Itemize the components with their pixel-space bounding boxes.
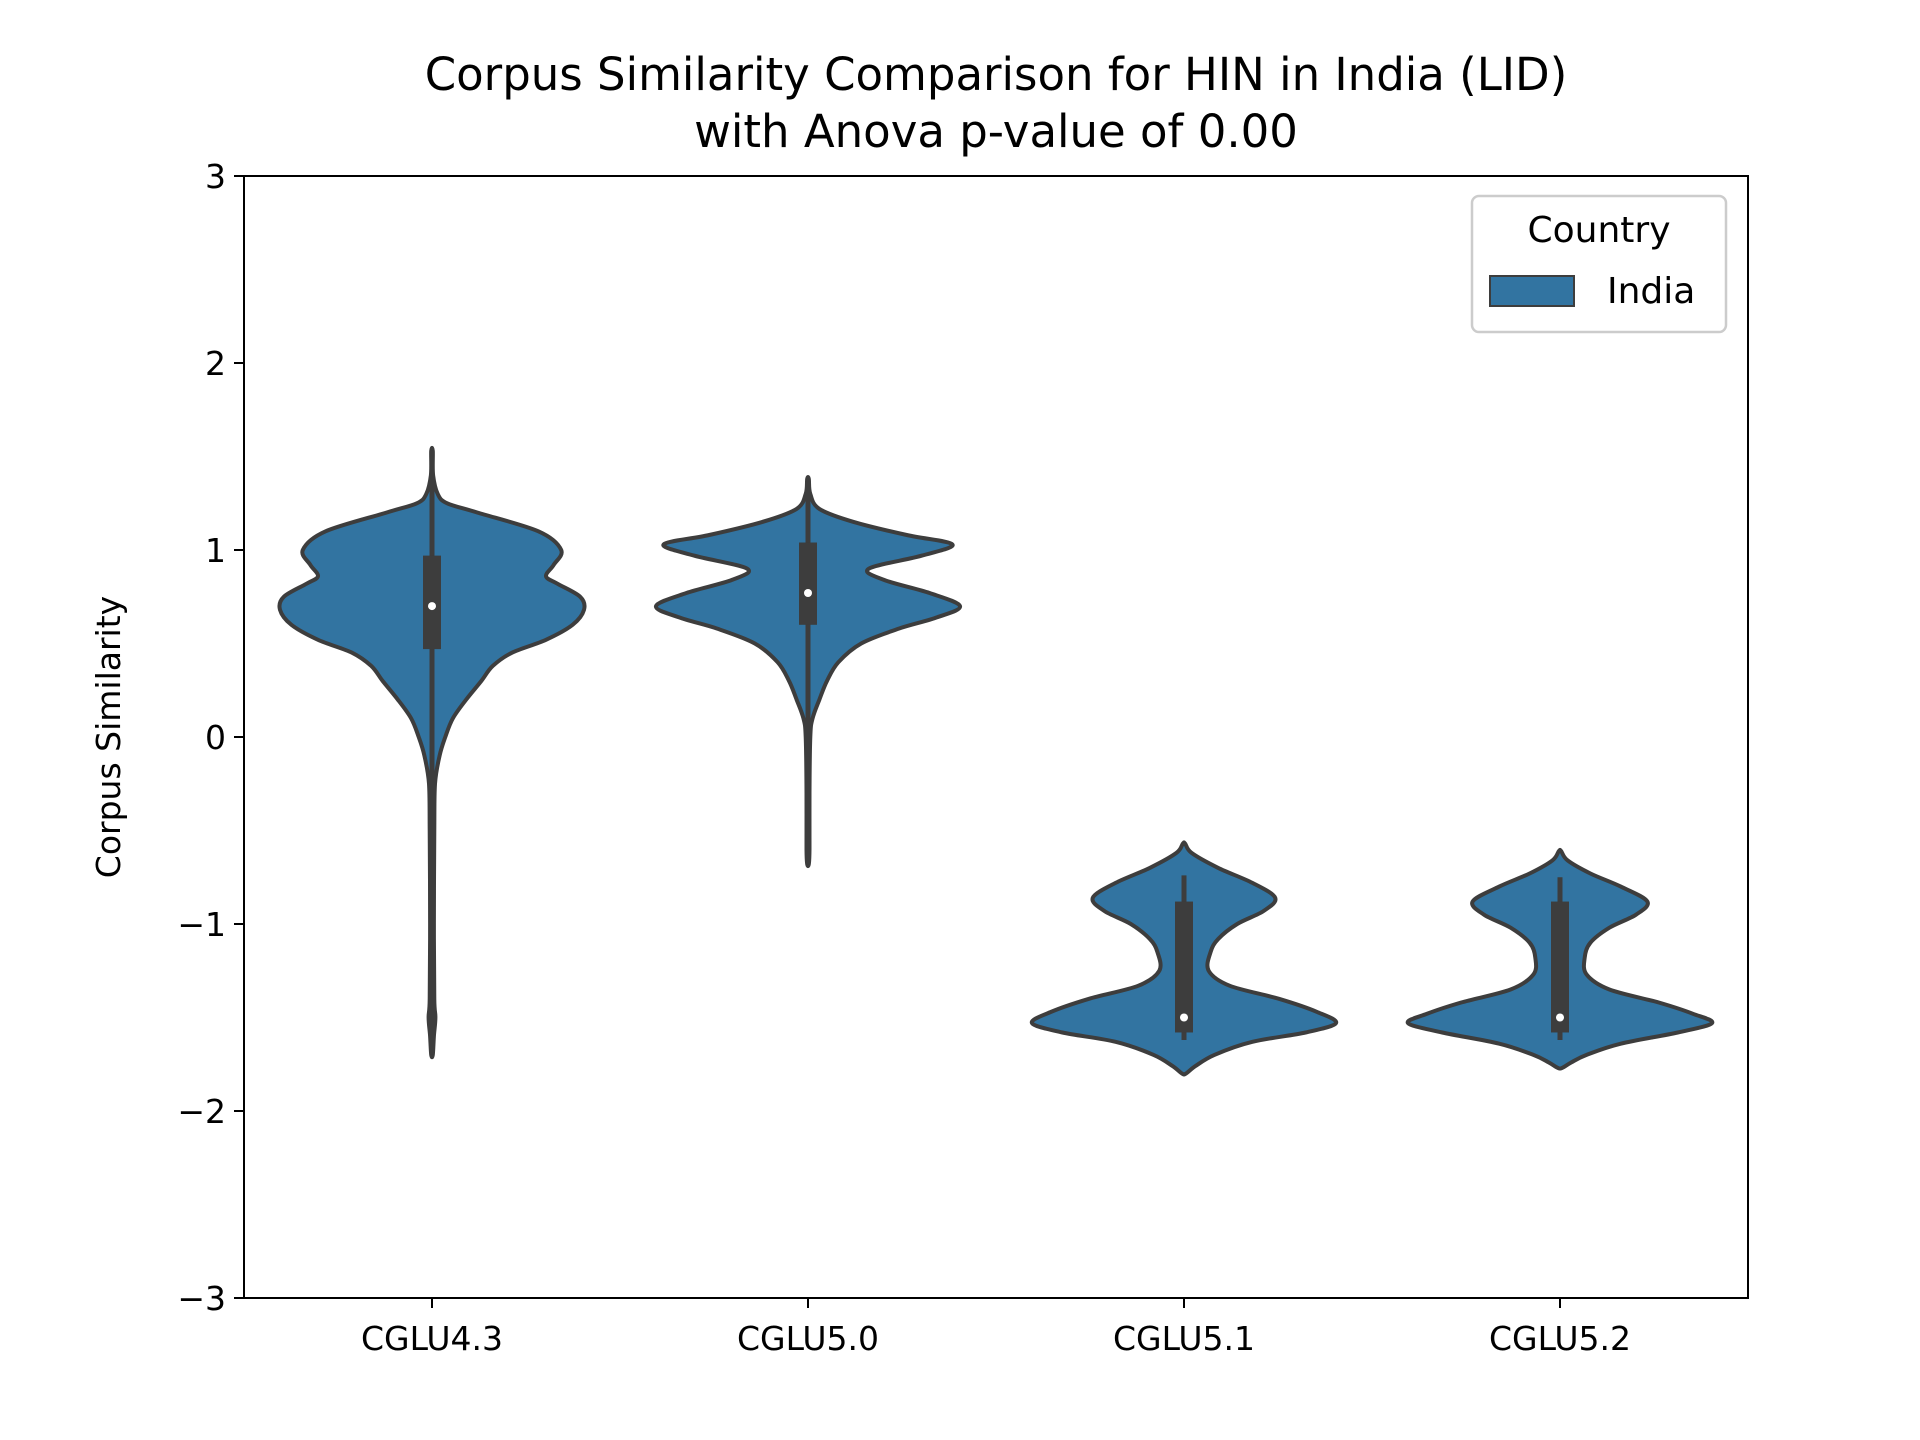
legend-swatch-india bbox=[1489, 275, 1575, 307]
x-tick-label: CGLU5.0 bbox=[737, 1319, 879, 1358]
violin-iqr-box-CGLU5.0 bbox=[799, 542, 817, 625]
y-tick-label: 0 bbox=[205, 718, 226, 757]
violin-median-CGLU4.3 bbox=[428, 602, 436, 611]
chart-title-line-1: Corpus Similarity Comparison for HIN in … bbox=[425, 48, 1568, 101]
legend: Country India bbox=[1470, 194, 1728, 334]
plot-frame bbox=[243, 175, 1749, 1299]
y-tick-label: −1 bbox=[177, 905, 226, 944]
violin-median-CGLU5.0 bbox=[804, 589, 812, 598]
legend-title: Country bbox=[1527, 210, 1670, 251]
y-axis-label: Corpus Similarity bbox=[89, 596, 128, 878]
violin-iqr-box-CGLU5.2 bbox=[1551, 901, 1569, 1033]
violin-iqr-box-CGLU5.1 bbox=[1175, 901, 1193, 1033]
x-axis: CGLU4.3 CGLU5.0 CGLU5.1 CGLU5.2 bbox=[361, 1298, 1631, 1358]
x-tick-label: CGLU5.2 bbox=[1489, 1319, 1631, 1358]
violin-group bbox=[277, 445, 1715, 1077]
y-tick-label: 3 bbox=[205, 157, 226, 196]
chart-title-line-2: with Anova p-value of 0.00 bbox=[694, 105, 1298, 158]
y-tick-label: 2 bbox=[205, 344, 226, 383]
y-tick-label: 1 bbox=[205, 531, 226, 570]
y-tick-label: −3 bbox=[177, 1279, 226, 1318]
violin-median-CGLU5.2 bbox=[1556, 1013, 1564, 1022]
x-tick-label: CGLU5.1 bbox=[1113, 1319, 1255, 1358]
y-axis: −3 −2 −1 0 1 2 3 bbox=[177, 157, 244, 1318]
x-tick-label: CGLU4.3 bbox=[361, 1319, 503, 1358]
legend-entry-india: India bbox=[1607, 271, 1695, 312]
y-tick-label: −2 bbox=[177, 1092, 226, 1131]
violin-median-CGLU5.1 bbox=[1180, 1013, 1188, 1022]
